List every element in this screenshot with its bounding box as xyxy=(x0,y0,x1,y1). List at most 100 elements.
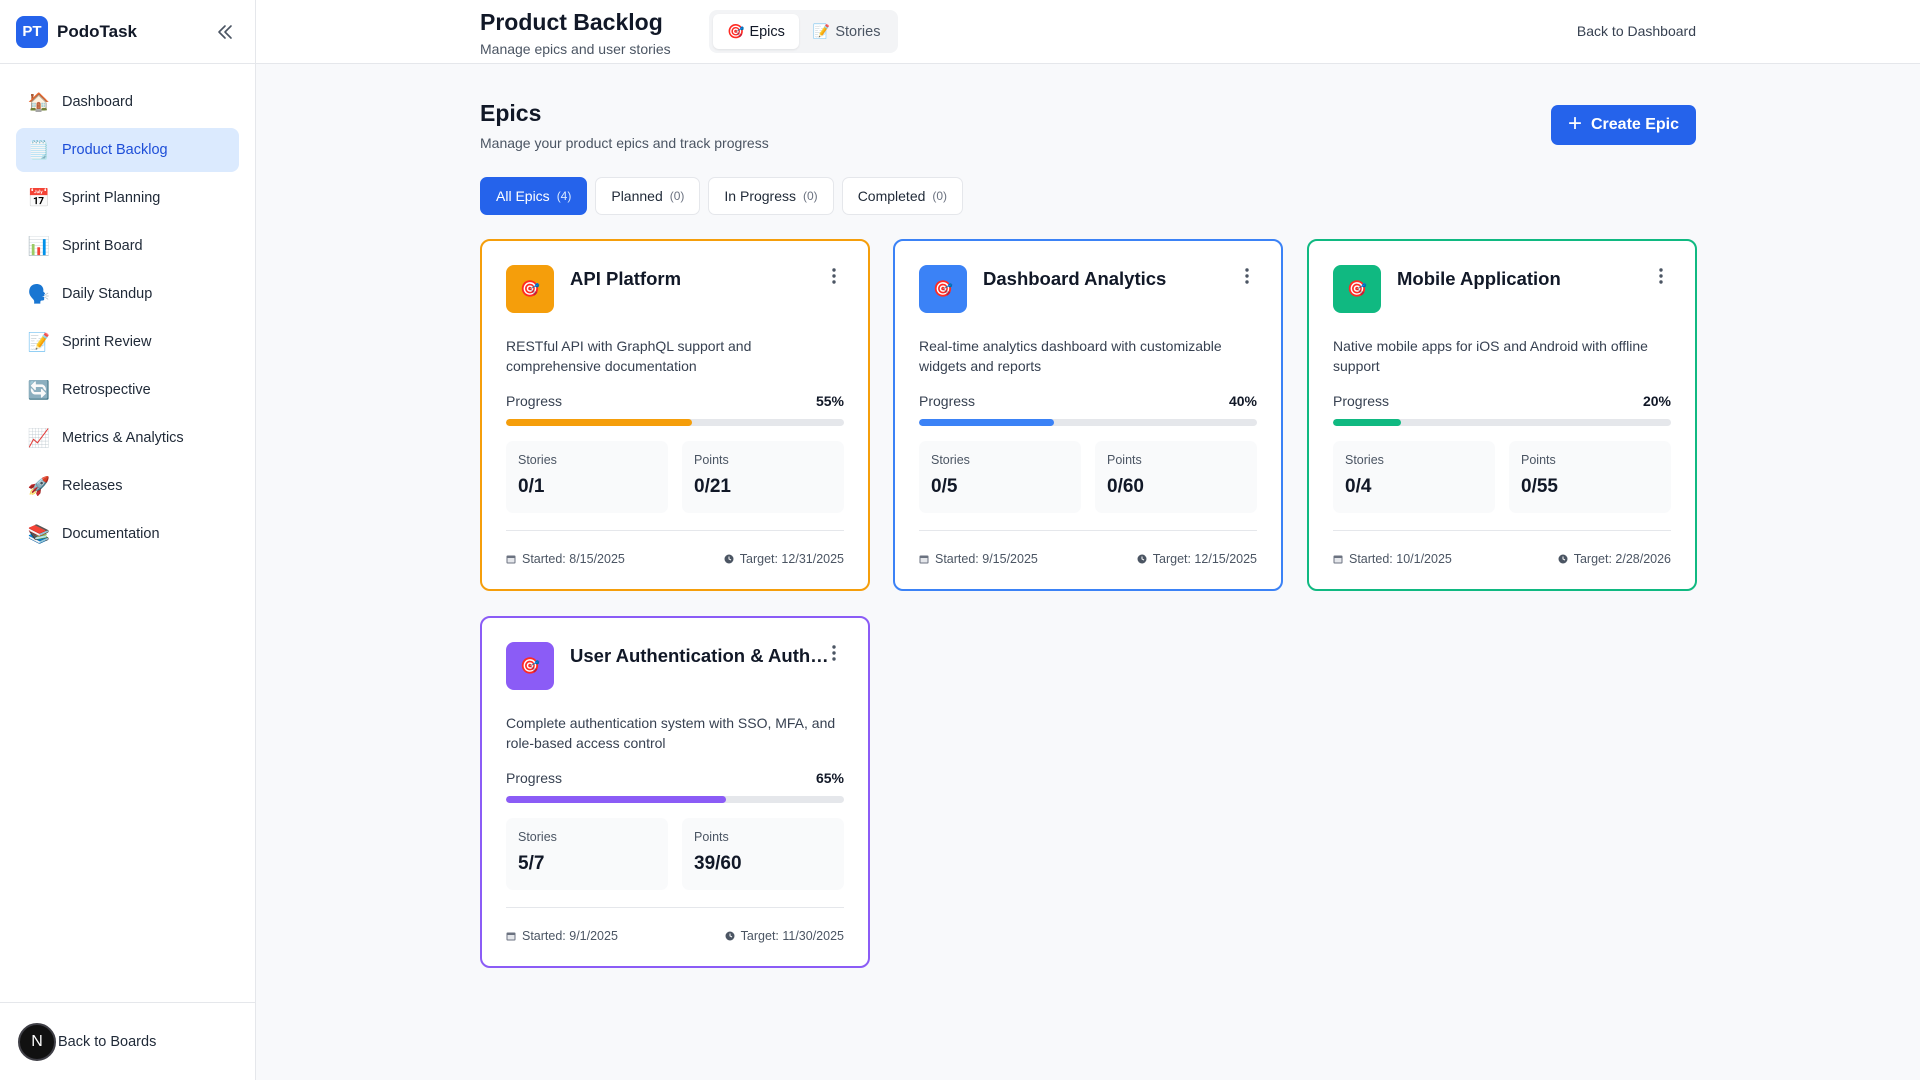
app-logo[interactable]: PT xyxy=(16,15,48,48)
sidebar-item-label: Sprint Planning xyxy=(62,190,161,206)
start-date-text: Started: 8/15/2025 xyxy=(522,552,625,566)
sidebar-item-sprint-review[interactable]: 📝 Sprint Review xyxy=(16,320,239,364)
progress-bar xyxy=(919,419,1257,426)
start-date: Started: 9/15/2025 xyxy=(919,552,1038,566)
target-date: Target: 12/31/2025 xyxy=(724,552,844,566)
progress-bar xyxy=(1333,419,1671,426)
target-date-text: Target: 12/31/2025 xyxy=(739,552,844,566)
epic-title: User Authentication & Authorization xyxy=(570,645,832,666)
stat-label: Points xyxy=(1107,453,1142,467)
sidebar-item-sprint-planning[interactable]: 📅 Sprint Planning xyxy=(16,176,239,220)
progress-label: Progress xyxy=(919,393,976,409)
filter-count: (4) xyxy=(556,189,572,203)
progress-bar xyxy=(506,419,844,426)
epic-menu-button[interactable] xyxy=(826,642,842,664)
calendar-icon xyxy=(506,554,516,564)
progress-fill xyxy=(506,796,726,803)
divider xyxy=(919,530,1257,531)
memo-icon: 📝 xyxy=(812,23,831,39)
sidebar-item-retrospective[interactable]: 🔄 Retrospective xyxy=(16,368,239,412)
sidebar-item-metrics-analytics[interactable]: 📈 Metrics & Analytics xyxy=(16,416,239,460)
stat-label: Stories xyxy=(1345,453,1384,467)
start-date-text: Started: 10/1/2025 xyxy=(1349,552,1452,566)
epic-card-user-authentication[interactable]: 🎯 User Authentication & Authorization Co… xyxy=(480,616,870,968)
section-title: Epics xyxy=(480,100,542,126)
sidebar-nav: 🏠 Dashboard 🗒️ Product Backlog 📅 Sprint … xyxy=(0,64,255,556)
epic-card-api-platform[interactable]: 🎯 API Platform RESTful API with GraphQL … xyxy=(480,239,870,591)
divider xyxy=(506,907,844,908)
epic-menu-button[interactable] xyxy=(1653,265,1669,287)
target-date: Target: 11/30/2025 xyxy=(725,929,844,943)
filter-completed[interactable]: Completed (0) xyxy=(841,177,964,215)
books-icon: 📚 xyxy=(27,524,51,544)
sidebar-item-label: Daily Standup xyxy=(62,286,153,302)
sidebar-item-label: Retrospective xyxy=(62,382,151,398)
progress-label: Progress xyxy=(506,393,563,409)
calendar-icon xyxy=(919,554,929,564)
target-icon: 🎯 xyxy=(506,642,554,690)
start-date: Started: 9/1/2025 xyxy=(506,929,618,943)
progress-fill xyxy=(506,419,692,426)
bar-chart-icon: 📊 xyxy=(27,236,51,256)
tab-stories[interactable]: 📝 Stories xyxy=(799,14,895,49)
epic-title: Dashboard Analytics xyxy=(983,268,1167,289)
sidebar-item-daily-standup[interactable]: 🗣️ Daily Standup xyxy=(16,272,239,316)
points-stat: Points 0/21 xyxy=(682,441,844,513)
stat-value: 0/55 xyxy=(1521,476,1558,497)
sidebar-item-documentation[interactable]: 📚 Documentation xyxy=(16,512,239,556)
memo-icon: 📝 xyxy=(27,332,51,352)
stories-stat: Stories 0/1 xyxy=(506,441,668,513)
epic-card-mobile-application[interactable]: 🎯 Mobile Application Native mobile apps … xyxy=(1307,239,1697,591)
filter-count: (0) xyxy=(932,189,948,203)
target-date: Target: 12/15/2025 xyxy=(1137,552,1257,566)
sidebar-item-product-backlog[interactable]: 🗒️ Product Backlog xyxy=(16,128,239,172)
more-vertical-icon xyxy=(832,645,836,661)
sidebar-item-label: Product Backlog xyxy=(62,142,168,158)
clock-icon xyxy=(724,554,734,564)
progress-label: Progress xyxy=(1333,393,1390,409)
filter-in-progress[interactable]: In Progress (0) xyxy=(708,177,834,215)
clock-icon xyxy=(1137,554,1147,564)
target-date-text: Target: 11/30/2025 xyxy=(740,929,844,943)
stories-stat: Stories 0/4 xyxy=(1333,441,1495,513)
progress-fill xyxy=(919,419,1055,426)
filter-all-epics[interactable]: All Epics (4) xyxy=(480,177,588,215)
user-avatar[interactable]: N xyxy=(18,1022,56,1061)
filter-planned[interactable]: Planned (0) xyxy=(595,177,701,215)
tab-epics[interactable]: 🎯 Epics xyxy=(713,14,799,49)
epic-card-dashboard-analytics[interactable]: 🎯 Dashboard Analytics Real-time analytic… xyxy=(893,239,1283,591)
progress-value: 55% xyxy=(815,393,844,409)
filter-label: In Progress xyxy=(724,188,797,204)
filter-count: (0) xyxy=(803,189,818,203)
back-to-dashboard-link[interactable]: Back to Dashboard xyxy=(1576,23,1696,39)
progress-value: 40% xyxy=(1228,393,1257,409)
view-tabs: 🎯 Epics 📝 Stories xyxy=(709,10,899,53)
stat-value: 39/60 xyxy=(694,853,742,874)
more-vertical-icon xyxy=(832,268,836,284)
epic-description: Real-time analytics dashboard with custo… xyxy=(919,338,1222,374)
brand-header: PT PodoTask xyxy=(0,0,255,64)
sidebar: PT PodoTask 🏠 Dashboard 🗒️ Product Backl… xyxy=(0,0,256,1080)
collapse-sidebar-button[interactable] xyxy=(211,18,239,46)
section-subtitle: Manage your product epics and track prog… xyxy=(480,135,769,151)
epic-menu-button[interactable] xyxy=(826,265,842,287)
sidebar-item-dashboard[interactable]: 🏠 Dashboard xyxy=(16,80,239,124)
trend-chart-icon: 📈 xyxy=(27,428,51,448)
sidebar-item-sprint-board[interactable]: 📊 Sprint Board xyxy=(16,224,239,268)
page-subtitle: Manage epics and user stories xyxy=(480,41,671,57)
target-icon: 🎯 xyxy=(506,265,554,313)
start-date-text: Started: 9/1/2025 xyxy=(522,929,618,943)
sidebar-item-releases[interactable]: 🚀 Releases xyxy=(16,464,239,508)
epic-description: Complete authentication system with SSO,… xyxy=(506,715,836,751)
progress-value: 20% xyxy=(1642,393,1671,409)
calendar-icon xyxy=(506,931,516,941)
top-bar: Product Backlog Manage epics and user st… xyxy=(256,0,1920,64)
progress-fill xyxy=(1333,419,1401,426)
filter-label: All Epics xyxy=(496,188,550,204)
back-to-boards-link[interactable]: Back to Boards xyxy=(58,1033,157,1050)
target-icon: 🎯 xyxy=(1333,265,1381,313)
filter-count: (0) xyxy=(669,189,685,203)
epic-menu-button[interactable] xyxy=(1239,265,1255,287)
epic-description: RESTful API with GraphQL support and com… xyxy=(506,338,752,374)
create-epic-button[interactable]: + Create Epic xyxy=(1551,105,1696,145)
